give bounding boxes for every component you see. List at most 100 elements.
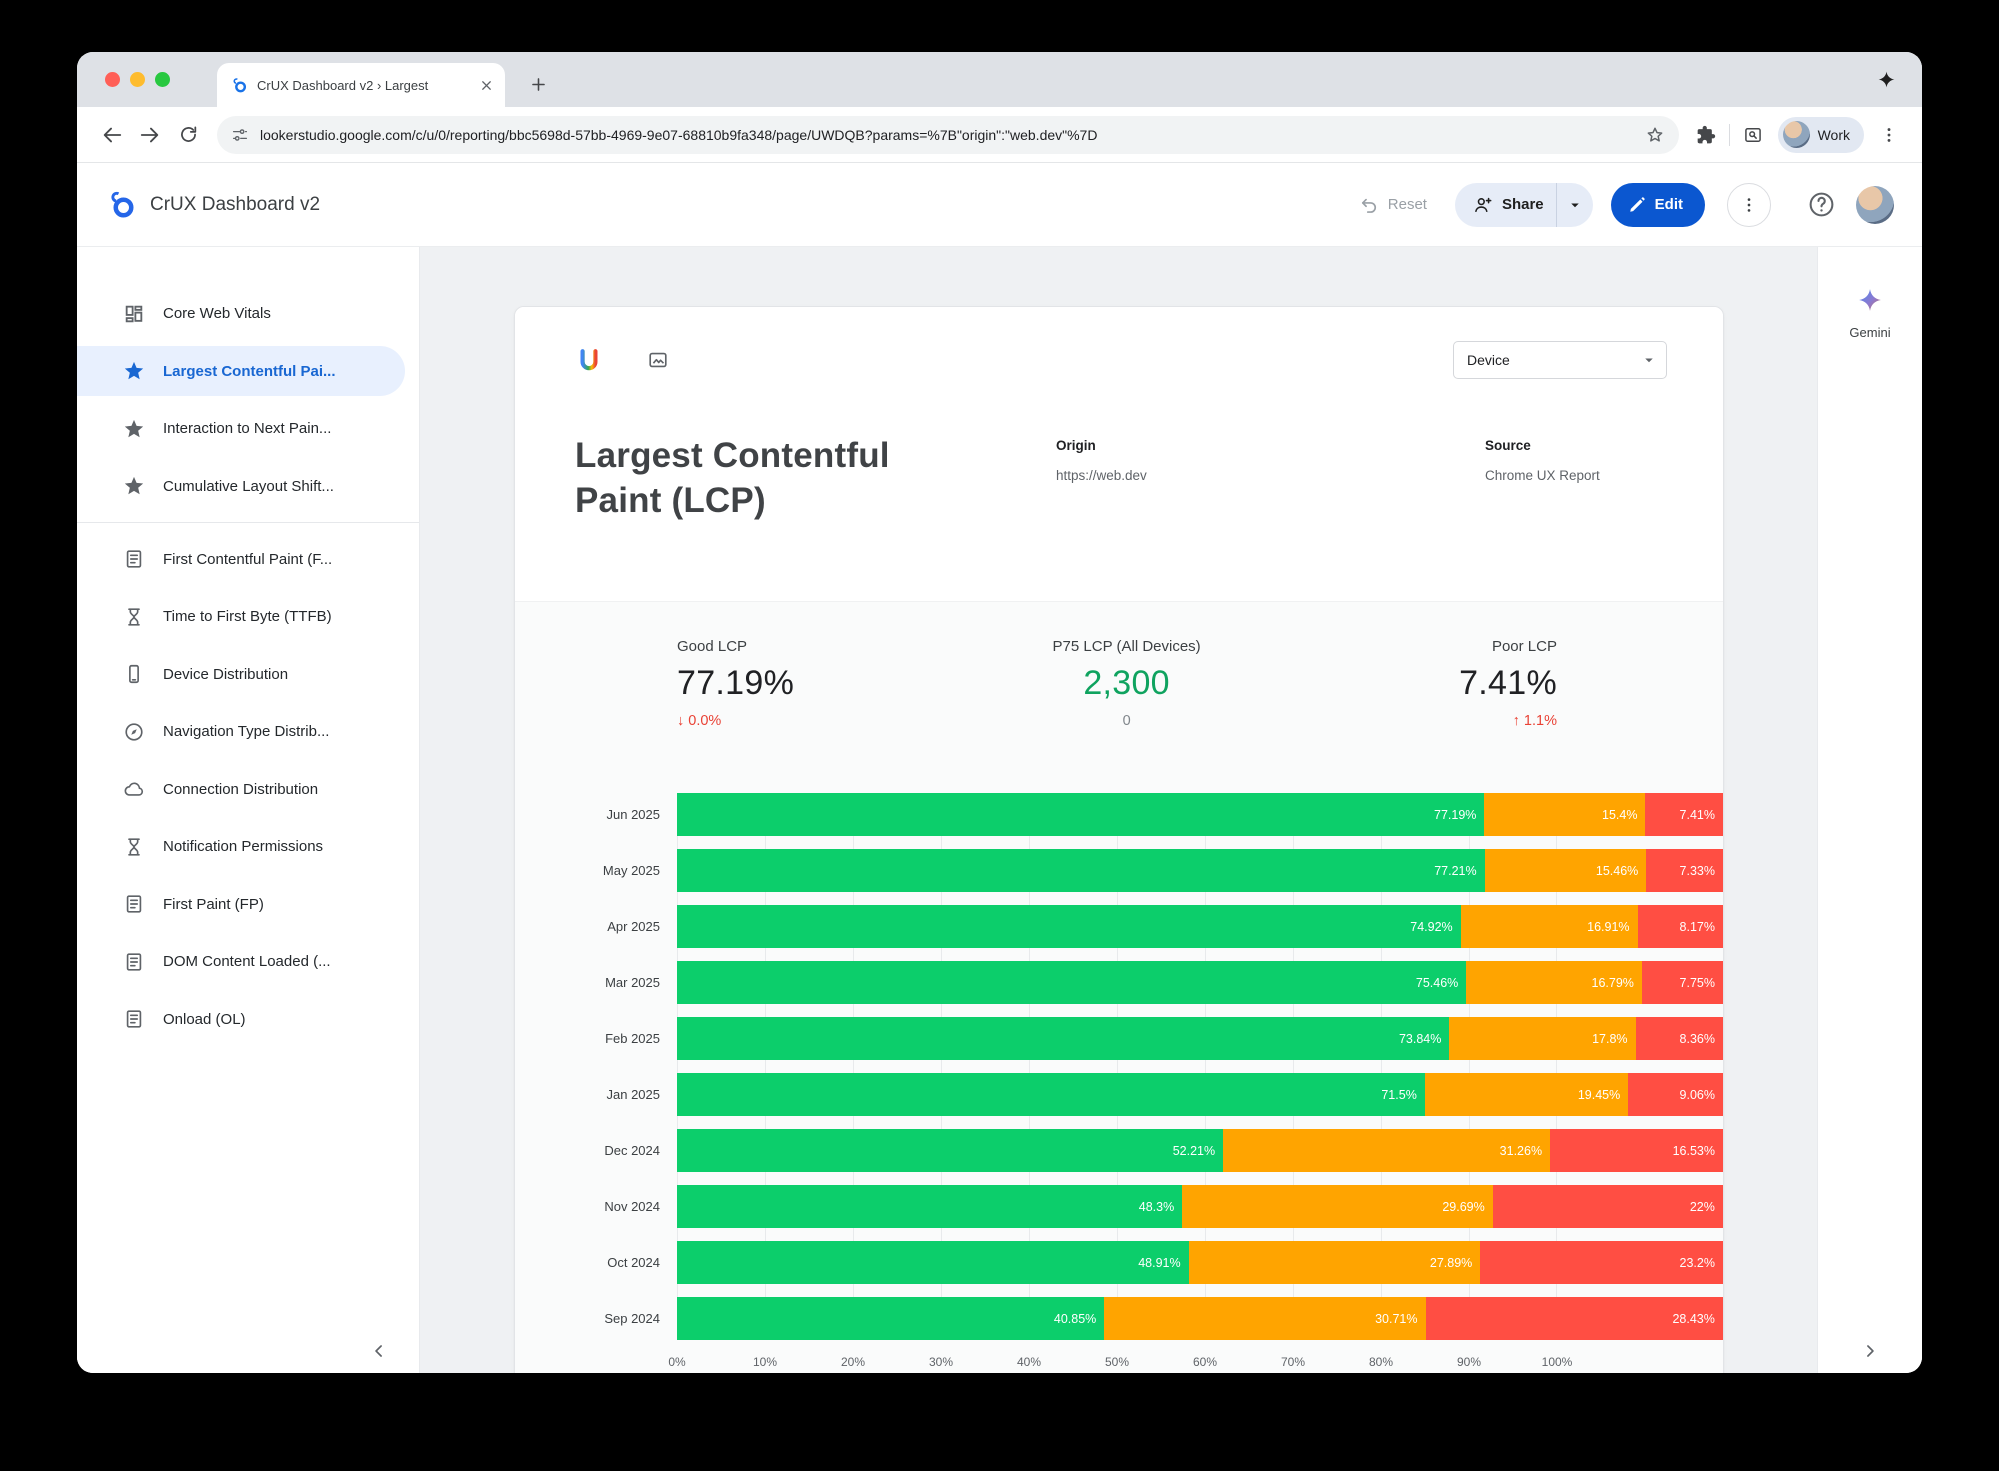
x-axis-tick: 40% bbox=[1016, 1355, 1042, 1369]
share-dropdown-caret[interactable] bbox=[1557, 183, 1593, 227]
sidebar-item[interactable]: Cumulative Layout Shift... bbox=[77, 461, 405, 511]
browser-tab[interactable]: CrUX Dashboard v2 › Largest bbox=[217, 63, 505, 107]
sidebar-item-label: First Paint (FP) bbox=[163, 895, 264, 913]
address-bar[interactable]: lookerstudio.google.com/c/u/0/reporting/… bbox=[217, 115, 1679, 154]
sidebar-item[interactable]: DOM Content Loaded (... bbox=[77, 937, 405, 987]
bar-segment-good[interactable]: 74.92% bbox=[677, 905, 1461, 948]
chart-row: Mar 2025 75.46% 16.79% 7.75% bbox=[515, 961, 1723, 1004]
profile-chip[interactable]: Work bbox=[1777, 116, 1864, 153]
bar-segment-poor[interactable]: 16.53% bbox=[1550, 1129, 1723, 1172]
bar-segment-needs_improvement[interactable]: 30.71% bbox=[1104, 1297, 1426, 1340]
bar-segment-needs_improvement[interactable]: 16.79% bbox=[1466, 961, 1642, 1004]
bar-segment-poor[interactable]: 9.06% bbox=[1628, 1073, 1723, 1116]
sidebar-item[interactable]: First Paint (FP) bbox=[77, 879, 405, 929]
site-settings-icon[interactable] bbox=[231, 126, 249, 144]
bar-segment-good[interactable]: 48.3% bbox=[677, 1185, 1183, 1228]
device-filter-dropdown[interactable]: Device bbox=[1453, 341, 1667, 379]
side-panel-search-icon[interactable] bbox=[1736, 118, 1770, 152]
bar-segment-needs_improvement[interactable]: 19.45% bbox=[1424, 1073, 1629, 1116]
doc-icon bbox=[123, 893, 145, 915]
forward-button[interactable] bbox=[131, 116, 169, 154]
bar-segment-poor[interactable]: 7.41% bbox=[1645, 793, 1723, 836]
collapse-sidebar-chevron[interactable] bbox=[369, 1341, 389, 1361]
more-options-button[interactable] bbox=[1727, 182, 1771, 227]
close-window-button[interactable] bbox=[105, 72, 120, 87]
bar-segment-good[interactable]: 75.46% bbox=[677, 961, 1467, 1004]
x-axis-tick: 10% bbox=[752, 1355, 778, 1369]
sidebar-item-label: Core Web Vitals bbox=[163, 305, 271, 322]
gemini-button[interactable]: Gemini bbox=[1818, 287, 1922, 340]
expand-panel-chevron[interactable] bbox=[1818, 1341, 1922, 1361]
sidebar-item-label: Connection Distribution bbox=[163, 780, 319, 798]
browser-menu-kebab-icon[interactable] bbox=[1872, 118, 1906, 152]
share-button[interactable]: Share bbox=[1454, 182, 1593, 227]
bar-segment-needs_improvement[interactable]: 15.4% bbox=[1484, 793, 1646, 836]
bar-segment-poor[interactable]: 28.43% bbox=[1425, 1297, 1723, 1340]
help-button[interactable] bbox=[1807, 190, 1836, 219]
bar-segment-poor[interactable]: 23.2% bbox=[1480, 1241, 1723, 1284]
bar-segment-poor[interactable]: 7.75% bbox=[1641, 961, 1723, 1004]
report-header: Device Largest Contentful Paint (LCP) Or… bbox=[515, 307, 1723, 601]
x-axis-tick: 80% bbox=[1368, 1355, 1394, 1369]
sidebar-item[interactable]: Device Distribution bbox=[77, 649, 405, 699]
chart-row: Jun 2025 77.19% 15.4% 7.41% bbox=[515, 793, 1723, 836]
bar-segment-good[interactable]: 77.21% bbox=[677, 849, 1485, 892]
chevron-down-icon bbox=[1640, 351, 1658, 369]
chart-row-label: Sep 2024 bbox=[604, 1311, 660, 1326]
chart-row-track: 48.91% 27.89% 23.2% bbox=[677, 1241, 1723, 1284]
bar-segment-needs_improvement[interactable]: 16.91% bbox=[1460, 905, 1638, 948]
bar-segment-good[interactable]: 77.19% bbox=[677, 793, 1485, 836]
bar-segment-needs_improvement[interactable]: 29.69% bbox=[1182, 1185, 1493, 1228]
star-icon bbox=[123, 475, 145, 497]
bar-segment-good[interactable]: 48.91% bbox=[677, 1241, 1189, 1284]
bar-segment-poor[interactable]: 8.17% bbox=[1637, 905, 1723, 948]
reset-button[interactable]: Reset bbox=[1349, 195, 1437, 215]
reload-button[interactable] bbox=[169, 116, 207, 154]
x-axis-tick: 90% bbox=[1456, 1355, 1482, 1369]
tab-close-icon[interactable] bbox=[475, 74, 497, 96]
sidebar-item[interactable]: Core Web Vitals bbox=[77, 289, 405, 339]
report-canvas: Device Largest Contentful Paint (LCP) Or… bbox=[420, 247, 1817, 1373]
account-avatar[interactable] bbox=[1856, 185, 1894, 224]
sidebar-item[interactable]: Time to First Byte (TTFB) bbox=[77, 592, 405, 642]
bar-segment-needs_improvement[interactable]: 31.26% bbox=[1223, 1129, 1551, 1172]
bookmark-star-icon[interactable] bbox=[1645, 125, 1665, 145]
bar-segment-good[interactable]: 52.21% bbox=[677, 1129, 1224, 1172]
sidebar-item[interactable]: Largest Contentful Pai... bbox=[77, 346, 405, 396]
chart-row-track: 52.21% 31.26% 16.53% bbox=[677, 1129, 1723, 1172]
chart-row-label: Nov 2024 bbox=[604, 1199, 660, 1214]
bar-segment-poor[interactable]: 8.36% bbox=[1635, 1017, 1723, 1060]
scorecards: Good LCP 77.19% ↓ 0.0% P75 LCP (All Devi… bbox=[677, 638, 1557, 729]
right-rail: Gemini bbox=[1817, 247, 1922, 1373]
bar-segment-poor[interactable]: 7.33% bbox=[1646, 849, 1723, 892]
chart-row: Apr 2025 74.92% 16.91% 8.17% bbox=[515, 905, 1723, 948]
sidebar-item[interactable]: Connection Distribution bbox=[77, 764, 405, 814]
good-lcp-value: 77.19% bbox=[677, 664, 795, 702]
bar-segment-needs_improvement[interactable]: 27.89% bbox=[1188, 1241, 1481, 1284]
sidebar-item[interactable]: Onload (OL) bbox=[77, 994, 405, 1044]
looker-studio-logo bbox=[107, 190, 137, 220]
extensions-icon[interactable] bbox=[1689, 118, 1723, 152]
sidebar-item-label: Navigation Type Distrib... bbox=[163, 723, 330, 740]
source-value: Chrome UX Report bbox=[1485, 468, 1600, 483]
bar-segment-good[interactable]: 71.5% bbox=[677, 1073, 1425, 1116]
back-button[interactable] bbox=[93, 116, 131, 154]
sidebar-item[interactable]: Notification Permissions bbox=[77, 822, 405, 872]
new-tab-button[interactable] bbox=[523, 69, 553, 99]
sidebar-item[interactable]: First Contentful Paint (F... bbox=[77, 534, 405, 584]
chart-row: Feb 2025 73.84% 17.8% 8.36% bbox=[515, 1017, 1723, 1060]
bar-segment-good[interactable]: 73.84% bbox=[677, 1017, 1450, 1060]
sidebar-item[interactable]: Interaction to Next Pain... bbox=[77, 404, 405, 454]
edit-button[interactable]: Edit bbox=[1610, 182, 1705, 227]
bar-segment-needs_improvement[interactable]: 17.8% bbox=[1449, 1017, 1636, 1060]
sparkle-icon[interactable] bbox=[1877, 70, 1896, 89]
maximize-window-button[interactable] bbox=[155, 72, 170, 87]
edit-label: Edit bbox=[1654, 196, 1683, 213]
chart-row: Sep 2024 40.85% 30.71% 28.43% bbox=[515, 1297, 1723, 1340]
bar-segment-good[interactable]: 40.85% bbox=[677, 1297, 1105, 1340]
doc-icon bbox=[123, 1008, 145, 1030]
minimize-window-button[interactable] bbox=[130, 72, 145, 87]
bar-segment-poor[interactable]: 22% bbox=[1492, 1185, 1723, 1228]
bar-segment-needs_improvement[interactable]: 15.46% bbox=[1484, 849, 1647, 892]
sidebar-item[interactable]: Navigation Type Distrib... bbox=[77, 707, 405, 757]
